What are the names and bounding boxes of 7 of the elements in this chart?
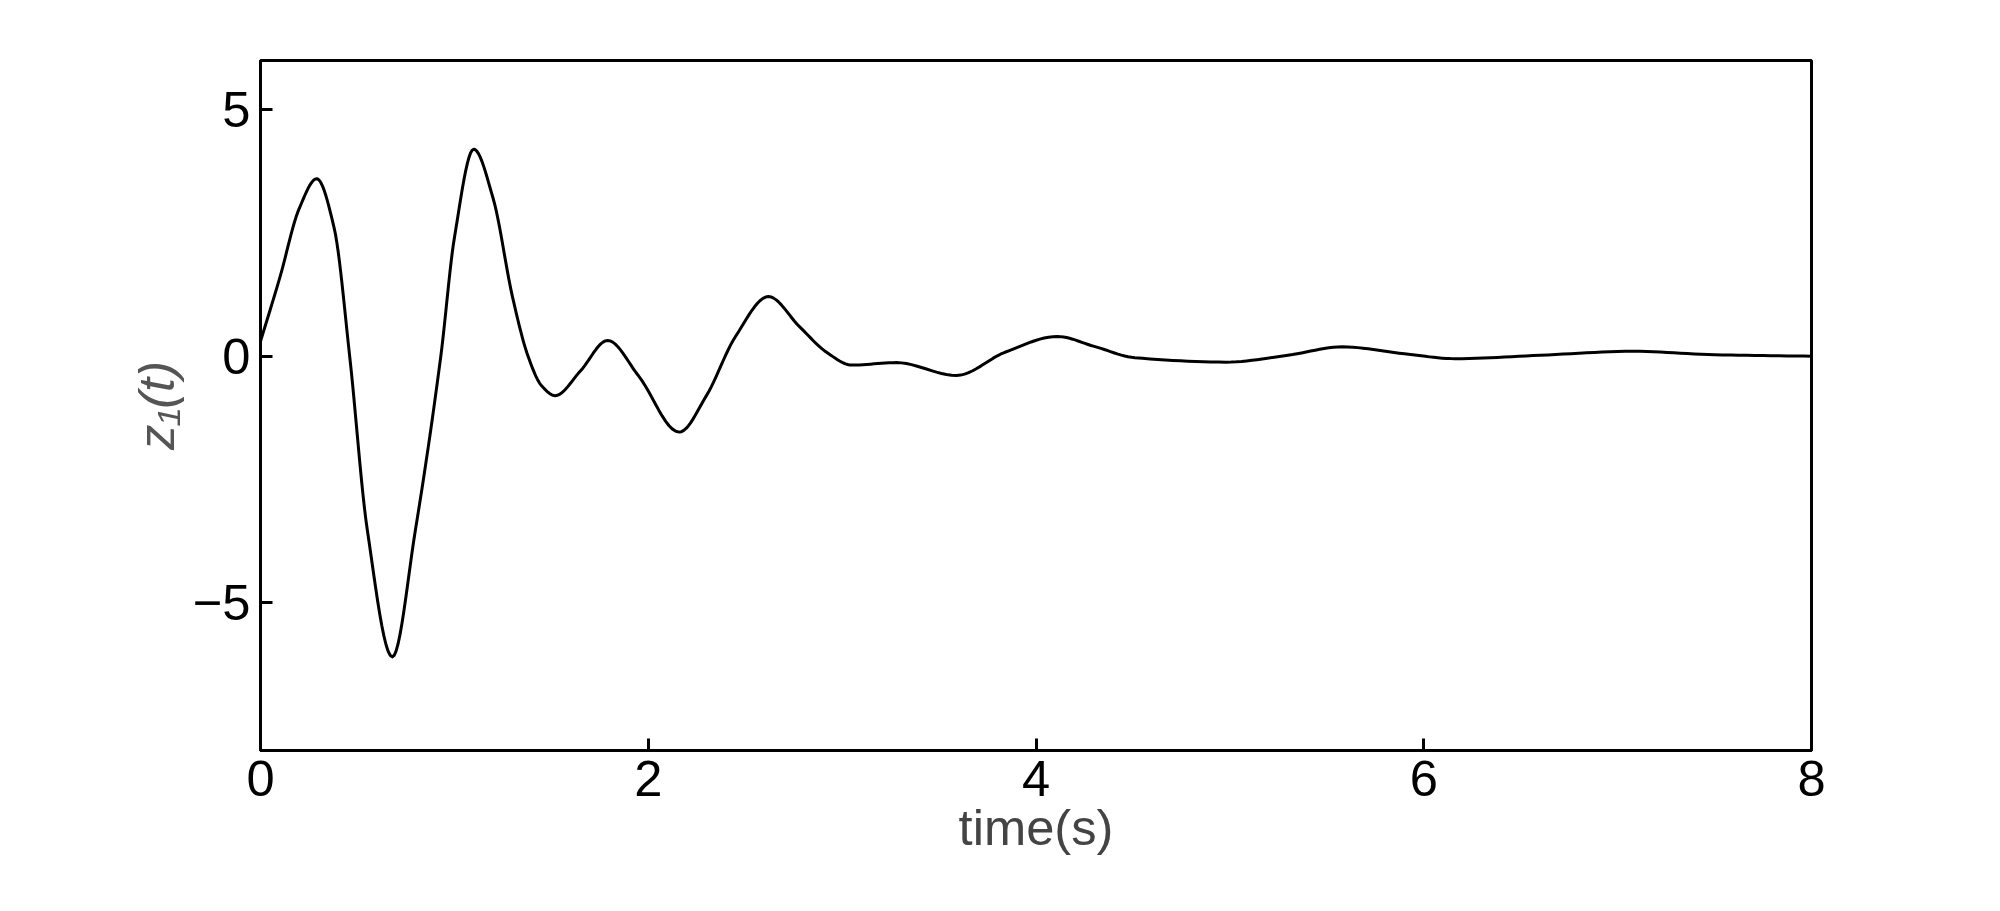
y-tick-label: −5 [192, 574, 251, 632]
x-tick-label: 8 [1797, 749, 1826, 807]
x-tick-label: 6 [1409, 749, 1438, 807]
y-tick-label: 0 [222, 327, 251, 385]
y-tick-label: 5 [222, 81, 251, 139]
y-axis-title: z₁(t) [127, 360, 185, 452]
x-tick-label: 2 [634, 749, 663, 807]
